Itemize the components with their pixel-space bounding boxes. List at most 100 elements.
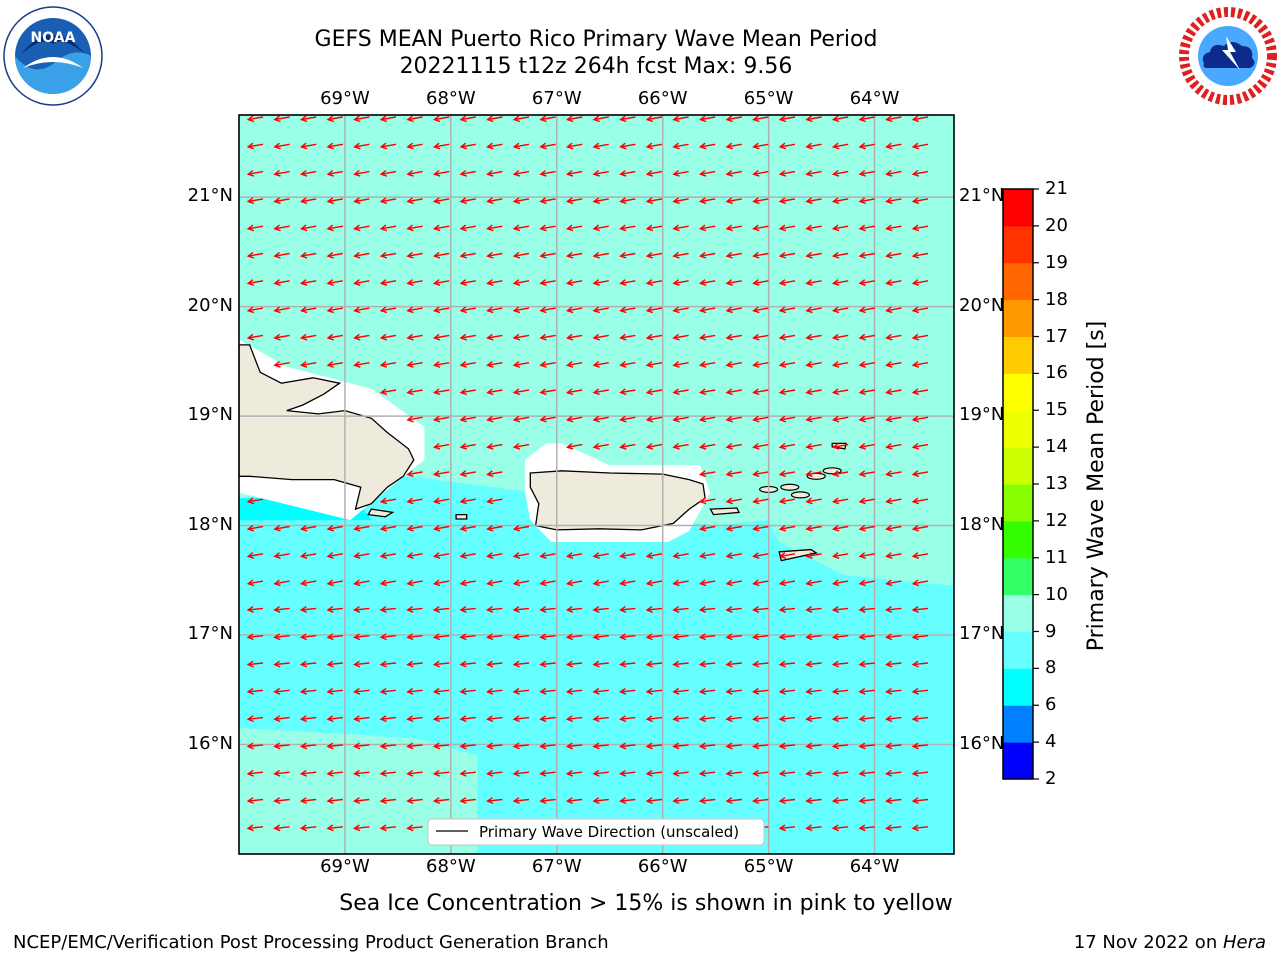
wave-arrow [698,552,716,559]
colorbar-segment-16-17 [1003,336,1033,374]
wave-arrow [805,497,822,505]
axis-tick-label: 17°N [959,623,1005,645]
wave-arrow [432,797,450,805]
wave-arrow [299,333,317,341]
wave-arrow [858,497,875,505]
wave-arrow [885,606,902,613]
wave-arrow [885,169,902,177]
sea-ice-note: Sea Ice Concentration > 15% is shown in … [339,891,953,916]
wave-arrow [459,333,476,341]
wave-arrow [831,687,849,695]
wave-arrow [432,415,450,423]
wave-arrow [406,715,423,723]
wave-arrow [752,687,769,695]
wave-arrow [911,552,929,559]
wave-arrow [432,524,450,532]
colorbar-segment-20-21 [1003,189,1033,227]
wave-arrow [459,552,476,559]
wave-arrow [645,742,663,750]
wave-arrow [698,197,716,205]
wave-arrow [885,333,902,341]
axis-tick-label: 18°N [959,513,1005,535]
wave-arrow [592,742,609,750]
wave-arrow [273,279,290,286]
wave-arrow [406,333,423,341]
wave-arrow [778,742,796,750]
wave-arrow [592,251,609,259]
wave-arrow [246,142,264,150]
wave-arrow [672,797,689,805]
wave-arrow [911,769,929,777]
colorbar-segment-15-16 [1003,373,1033,411]
wave-arrow [486,687,503,695]
wave-arrow [565,633,583,641]
wave-arrow [778,524,796,532]
wave-arrow [645,224,663,232]
wave-arrow [672,687,689,695]
wave-arrow [752,633,769,641]
wave-arrow [353,552,370,559]
vieques-island [709,507,740,516]
wave-arrow [698,361,716,368]
wave-arrow [565,197,583,205]
wave-arrow [831,142,849,150]
wave-arrow [725,115,742,123]
wave-arrow [273,115,290,123]
wave-arrow [778,633,796,641]
wave-arrow [565,687,583,695]
wave-arrow [565,361,583,368]
wave-arrow [565,115,583,123]
wave-arrow [432,115,450,123]
wave-arrow [885,251,902,259]
wave-arrow [299,742,317,750]
wave-arrow [539,306,556,314]
wave-arrow [246,552,264,559]
wave-arrow [672,742,689,750]
wave-arrow [565,715,583,723]
wave-arrow [725,306,742,314]
axis-tick-label: 16°N [959,732,1005,754]
wave-arrow [885,742,902,750]
wave-arrow [698,169,716,177]
wave-arrow [858,606,875,613]
wave-arrow [565,552,583,559]
wave-arrow [805,224,822,232]
wave-arrow [565,415,583,423]
wave-arrow [619,633,636,641]
wave-arrow [725,169,742,177]
colorbar-segment-14-15 [1003,410,1033,448]
wave-arrow [911,306,929,314]
wave-arrow [778,169,796,177]
wave-arrow [645,251,663,259]
wave-arrow [858,388,875,396]
colorbar-segment-17-18 [1003,299,1033,338]
wave-arrow [858,251,875,259]
wave-arrow [778,279,796,286]
wave-arrow [805,361,822,368]
wave-arrow [379,715,397,723]
wave-arrow [858,633,875,641]
wave-arrow [432,251,450,259]
wave-arrow [459,715,476,723]
wave-arrow [725,715,742,723]
wave-arrow [831,552,849,559]
wave-arrow [273,169,290,177]
wave-arrow [273,333,290,341]
wave-arrow [379,497,397,505]
wave-arrow [459,687,476,695]
wave-arrow [353,115,370,123]
axis-tick-label: 18°N [187,513,233,535]
wave-arrow [459,251,476,259]
wave-arrow [831,497,849,505]
wave-arrow [379,361,397,368]
colorbar-tick-label: 12 [1045,509,1068,531]
wave-arrow [539,224,556,232]
wave-arrow [619,687,636,695]
wave-arrow [353,579,370,587]
wave-arrow [406,633,423,641]
wave-arrow [246,606,264,613]
wave-arrow [752,742,769,750]
wave-arrow [911,279,929,286]
wave-arrow [858,715,875,723]
wave-arrow [885,497,902,505]
